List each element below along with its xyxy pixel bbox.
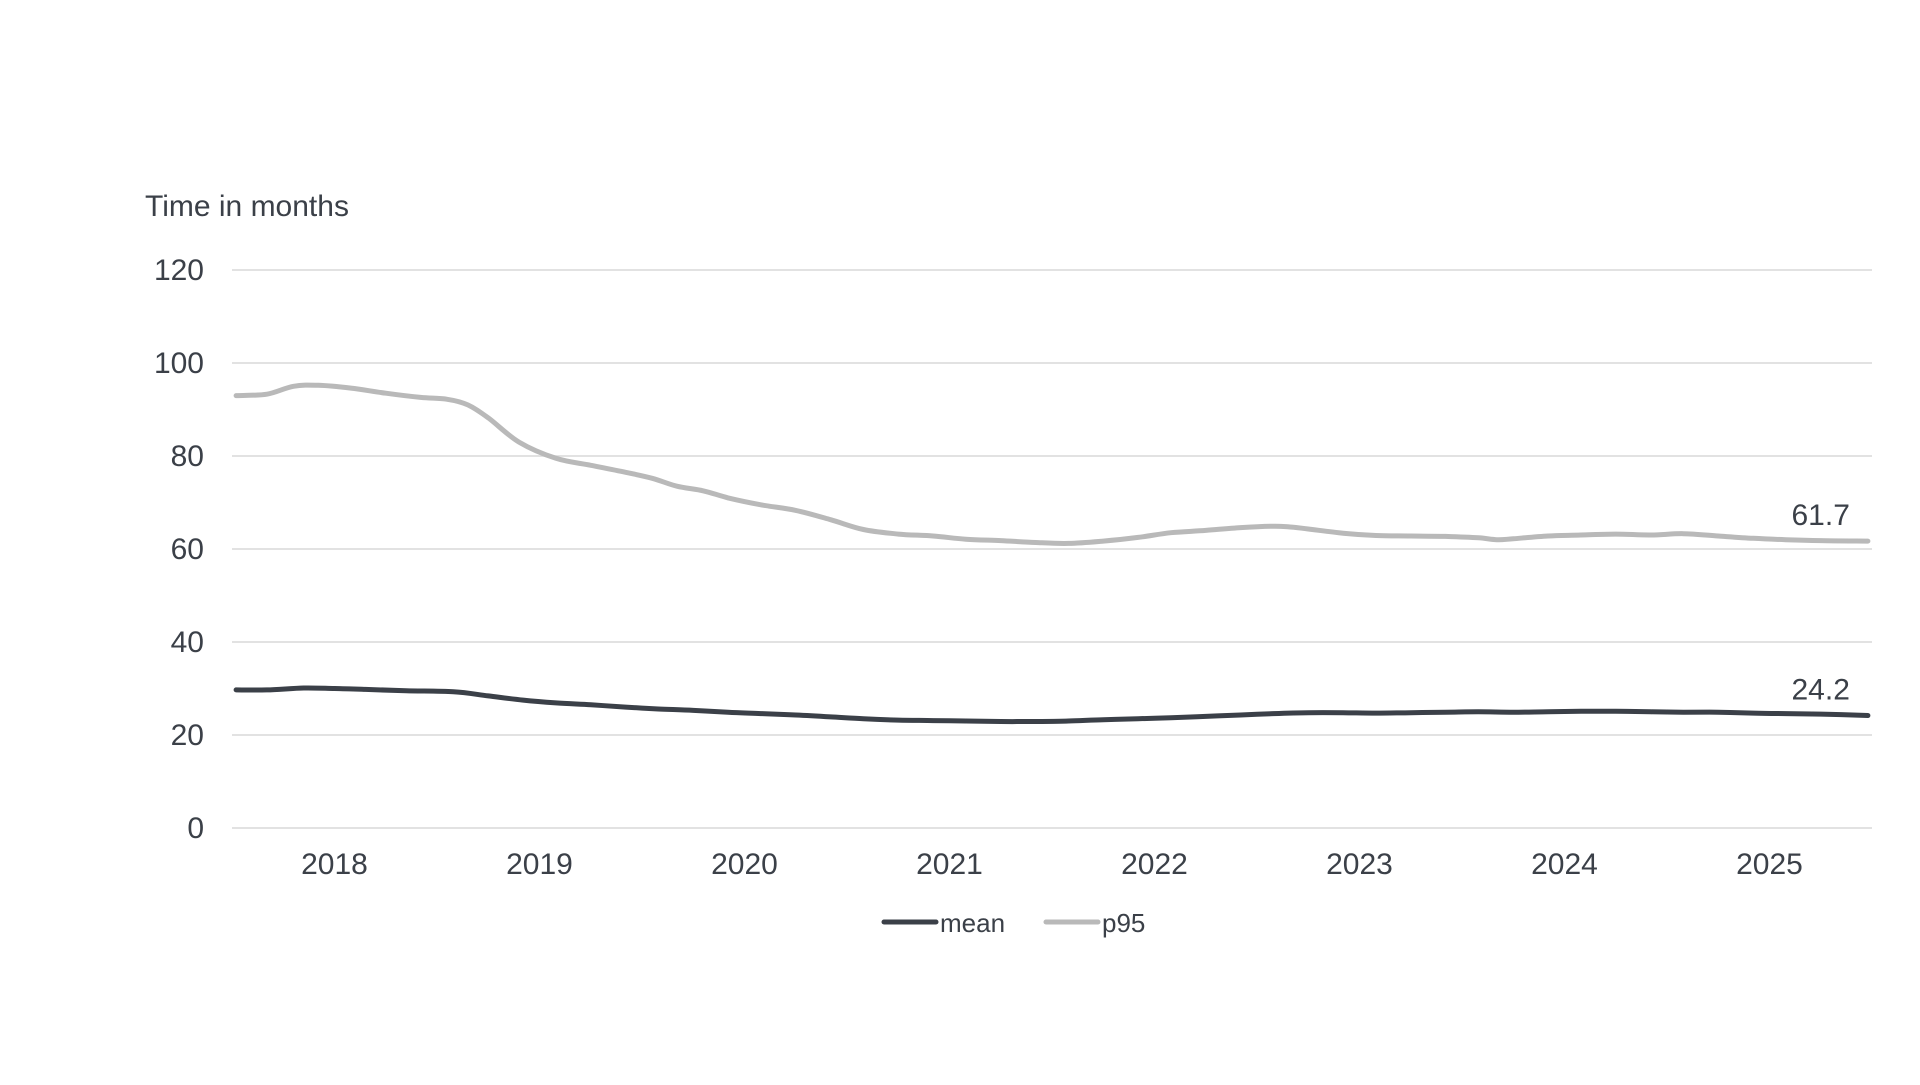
legend: mean p95 [884,908,1145,938]
series-lines [236,385,1868,721]
series-line-mean [236,688,1868,722]
x-tick-label: 2022 [1121,848,1188,881]
end-labels: 24.2 61.7 [1792,499,1850,706]
y-axis-ticks: 0 20 40 60 80 100 120 [154,254,204,845]
y-tick-label: 60 [171,533,204,566]
y-tick-label: 100 [154,347,204,380]
end-label-mean: 24.2 [1792,673,1850,706]
x-tick-label: 2018 [301,848,368,881]
y-tick-label: 20 [171,719,204,752]
y-tick-label: 120 [154,254,204,287]
x-tick-label: 2020 [711,848,778,881]
x-tick-label: 2021 [916,848,983,881]
y-tick-label: 40 [171,626,204,659]
gridlines [232,270,1872,828]
y-tick-label: 0 [187,812,204,845]
y-axis-label: Time in months [145,190,349,223]
x-tick-label: 2025 [1736,848,1803,881]
end-label-p95: 61.7 [1792,499,1850,532]
series-line-p95 [236,385,1868,543]
x-tick-label: 2023 [1326,848,1393,881]
x-tick-label: 2019 [506,848,573,881]
x-tick-label: 2024 [1531,848,1598,881]
y-tick-label: 80 [171,440,204,473]
legend-label-p95: p95 [1102,908,1145,938]
legend-label-mean: mean [940,908,1005,938]
x-axis-ticks: 2018 2019 2020 2021 2022 2023 2024 2025 [301,848,1803,881]
